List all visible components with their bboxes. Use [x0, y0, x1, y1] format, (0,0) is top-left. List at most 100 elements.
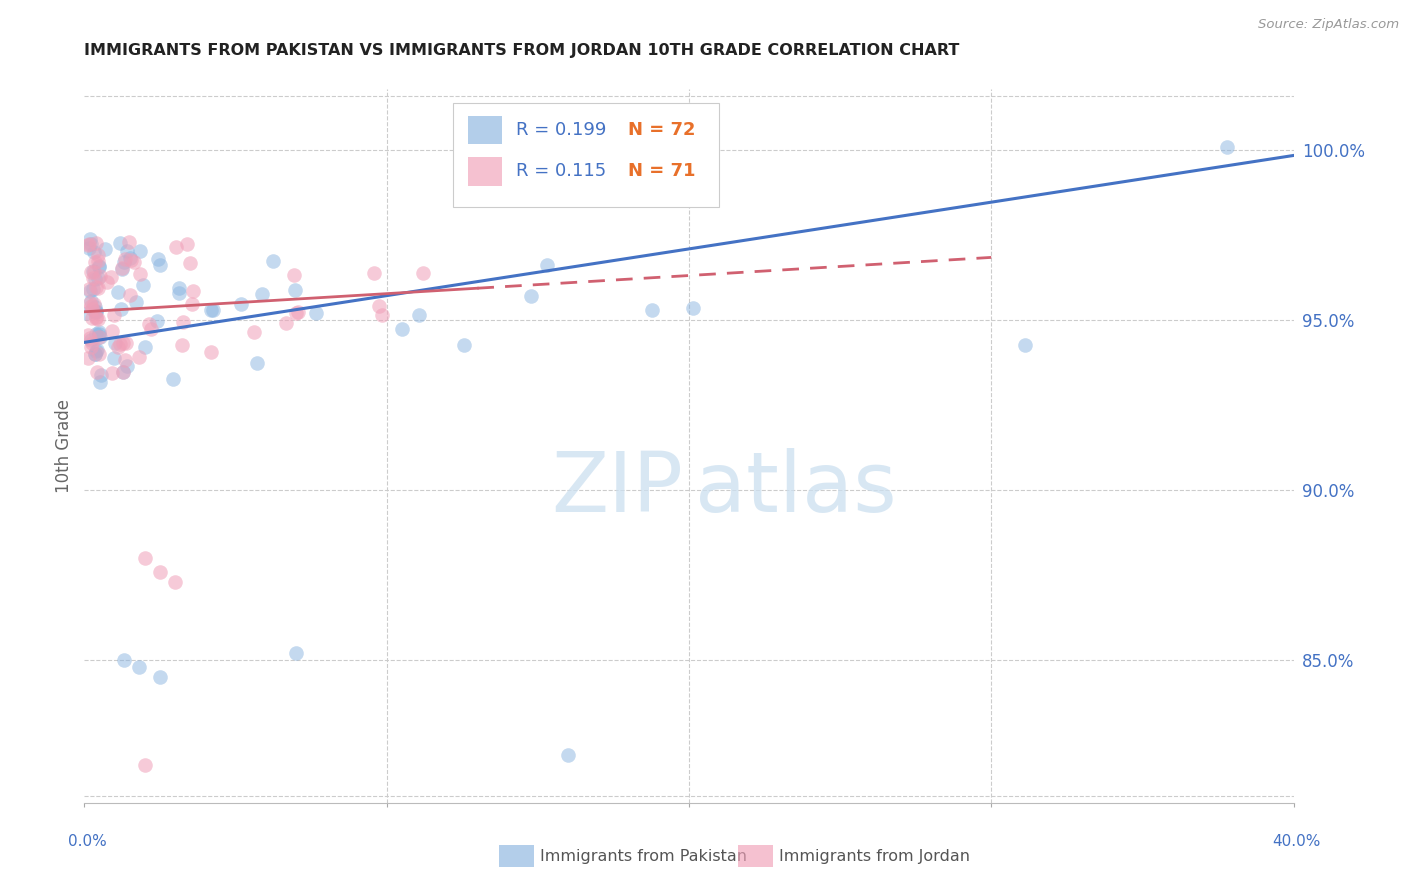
Text: Source: ZipAtlas.com: Source: ZipAtlas.com: [1258, 18, 1399, 31]
Point: [84, 310, 107, 325]
Text: R = 0.199: R = 0.199: [516, 121, 606, 139]
Point: [84, 305, 107, 319]
Point: [176, 237, 198, 252]
Point: [1216, 140, 1239, 154]
Text: R = 0.115: R = 0.115: [516, 162, 606, 180]
Point: [107, 340, 129, 354]
Point: [122, 255, 145, 269]
Text: atlas: atlas: [695, 449, 897, 529]
FancyBboxPatch shape: [468, 116, 502, 145]
Point: [80, 340, 103, 354]
Point: [103, 351, 125, 366]
Point: [124, 295, 146, 310]
Point: [101, 324, 124, 338]
Point: [80, 236, 103, 251]
Point: [80, 310, 103, 325]
Point: [276, 316, 298, 330]
Point: [128, 268, 150, 282]
Point: [134, 340, 156, 354]
Point: [79, 331, 101, 345]
Y-axis label: 10th Grade: 10th Grade: [55, 399, 73, 493]
Point: [115, 336, 138, 351]
Point: [83, 255, 105, 269]
Point: [115, 244, 138, 258]
Point: [89, 268, 111, 283]
Point: [141, 322, 163, 336]
Point: [453, 338, 475, 352]
Point: [557, 748, 579, 763]
Point: [1014, 338, 1036, 352]
Point: [167, 281, 190, 295]
Text: IMMIGRANTS FROM PAKISTAN VS IMMIGRANTS FROM JORDAN 10TH GRADE CORRELATION CHART: IMMIGRANTS FROM PAKISTAN VS IMMIGRANTS F…: [84, 43, 960, 58]
Point: [287, 305, 309, 319]
Point: [84, 347, 107, 361]
Point: [87, 311, 110, 326]
Point: [112, 335, 135, 350]
Point: [93, 242, 115, 256]
Point: [82, 282, 104, 296]
Point: [146, 314, 169, 328]
Point: [108, 337, 131, 351]
Point: [167, 286, 190, 301]
Point: [87, 271, 110, 285]
Point: [536, 258, 558, 272]
Point: [96, 276, 118, 290]
Point: [200, 345, 222, 359]
Point: [305, 306, 328, 320]
Point: [103, 308, 125, 322]
Point: [100, 366, 122, 380]
Point: [391, 322, 413, 336]
Point: [83, 245, 105, 260]
Point: [77, 236, 100, 251]
Point: [252, 286, 274, 301]
Point: [87, 254, 110, 268]
Point: [283, 268, 305, 282]
Point: [89, 330, 111, 344]
Point: [520, 289, 543, 303]
Point: [80, 299, 103, 313]
Point: [134, 551, 156, 566]
Point: [262, 254, 284, 268]
Point: [112, 365, 135, 379]
Point: [114, 352, 136, 367]
Point: [231, 297, 253, 311]
Point: [165, 239, 187, 253]
Point: [180, 297, 202, 311]
Point: [134, 758, 156, 772]
Point: [118, 235, 141, 249]
Point: [84, 272, 107, 286]
Point: [79, 296, 101, 310]
Point: [77, 327, 100, 342]
Text: N = 72: N = 72: [628, 121, 696, 139]
Text: Immigrants from Jordan: Immigrants from Jordan: [779, 849, 970, 863]
Point: [200, 302, 222, 317]
Point: [110, 302, 132, 317]
Point: [87, 330, 110, 344]
Point: [80, 293, 103, 308]
Point: [82, 301, 104, 316]
Point: [86, 343, 108, 357]
Point: [86, 343, 108, 358]
Point: [87, 260, 110, 274]
Point: [82, 271, 104, 285]
Point: [90, 368, 112, 382]
Point: [128, 660, 150, 674]
Point: [412, 266, 434, 280]
Point: [110, 260, 132, 275]
Point: [84, 346, 107, 360]
Point: [370, 309, 392, 323]
Point: [80, 334, 103, 348]
Point: [132, 277, 155, 292]
Text: 40.0%: 40.0%: [1272, 834, 1320, 849]
Point: [162, 371, 184, 385]
Point: [682, 301, 704, 315]
Point: [118, 251, 141, 265]
Text: Immigrants from Pakistan: Immigrants from Pakistan: [540, 849, 747, 863]
Point: [172, 315, 194, 329]
Point: [128, 350, 150, 364]
Point: [284, 283, 307, 297]
Point: [89, 375, 111, 389]
Point: [82, 335, 104, 350]
Point: [84, 300, 107, 314]
Point: [149, 258, 172, 272]
